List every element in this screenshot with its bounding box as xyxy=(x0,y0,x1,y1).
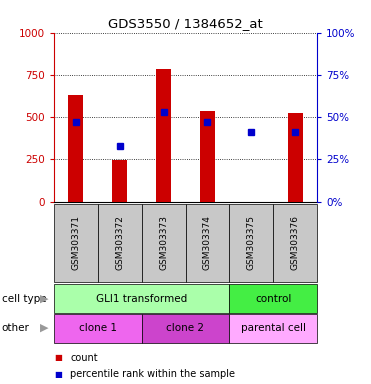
Text: GDS3550 / 1384652_at: GDS3550 / 1384652_at xyxy=(108,17,263,30)
Text: cell type: cell type xyxy=(2,293,46,304)
Text: percentile rank within the sample: percentile rank within the sample xyxy=(70,369,236,379)
Text: GSM303375: GSM303375 xyxy=(247,215,256,270)
Text: GSM303371: GSM303371 xyxy=(71,215,80,270)
Text: parental cell: parental cell xyxy=(241,323,306,333)
Text: GSM303376: GSM303376 xyxy=(291,215,300,270)
Bar xyxy=(156,69,171,202)
Text: GSM303374: GSM303374 xyxy=(203,215,212,270)
Bar xyxy=(112,160,127,202)
Text: ■: ■ xyxy=(54,353,62,362)
Text: clone 2: clone 2 xyxy=(167,323,204,333)
Bar xyxy=(288,113,303,202)
Text: ■: ■ xyxy=(54,370,62,379)
Text: GSM303373: GSM303373 xyxy=(159,215,168,270)
Text: ▶: ▶ xyxy=(40,293,48,304)
Text: clone 1: clone 1 xyxy=(79,323,117,333)
Text: GLI1 transformed: GLI1 transformed xyxy=(96,293,187,304)
Bar xyxy=(68,95,83,202)
Text: other: other xyxy=(2,323,30,333)
Text: ▶: ▶ xyxy=(40,323,48,333)
Bar xyxy=(200,111,215,202)
Text: count: count xyxy=(70,353,98,363)
Text: GSM303372: GSM303372 xyxy=(115,215,124,270)
Text: control: control xyxy=(255,293,292,304)
